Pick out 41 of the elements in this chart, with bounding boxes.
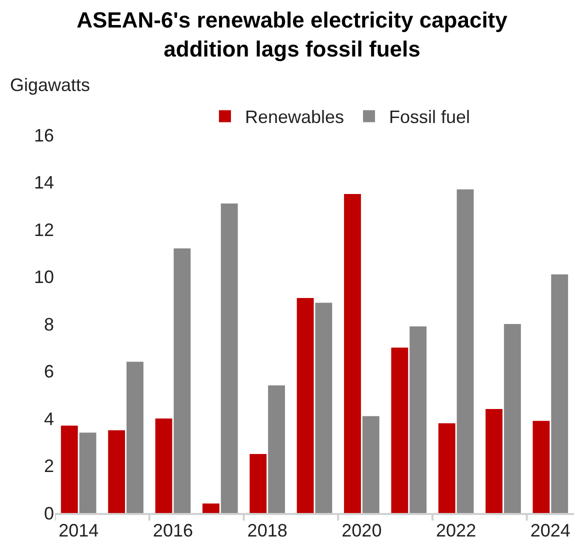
bar <box>344 194 361 513</box>
legend-label: Renewables <box>244 107 344 128</box>
bar <box>486 409 502 513</box>
y-tick-label: 16 <box>34 125 54 146</box>
y-tick-label: 6 <box>44 362 54 382</box>
bar <box>220 204 238 513</box>
y-tick-label: 8 <box>44 314 54 334</box>
y-tick-label: 0 <box>44 503 54 524</box>
bar <box>551 274 568 513</box>
bar <box>202 504 220 513</box>
y-tick-label: 4 <box>44 408 54 429</box>
bar <box>315 302 332 513</box>
bar <box>108 430 126 513</box>
y-tick-label: 10 <box>34 267 54 288</box>
y-tick-label: 14 <box>34 172 54 193</box>
chart-title: ASEAN-6's renewable electricity capacity addition lags fossil fuels <box>76 8 508 62</box>
x-tick-label: 2014 <box>58 520 99 541</box>
y-axis-title: Gigawatts <box>10 75 90 95</box>
bar <box>155 418 172 513</box>
x-tick-label: 2022 <box>436 520 476 541</box>
x-tick-label: 2016 <box>152 520 193 541</box>
bar <box>410 326 427 513</box>
bar <box>532 420 550 513</box>
x-tick-label: 2024 <box>530 520 570 541</box>
bar <box>126 362 144 513</box>
bar <box>60 426 78 513</box>
x-tick-label: 2020 <box>342 520 382 541</box>
legend-label: Fossil fuel <box>389 107 470 128</box>
bar <box>79 432 96 513</box>
bar <box>362 416 380 513</box>
bar <box>268 385 285 513</box>
bar <box>504 324 521 513</box>
bar <box>438 423 456 513</box>
x-tick-label: 2018 <box>247 520 288 541</box>
y-tick-label: 2 <box>44 456 54 476</box>
bar <box>296 298 314 513</box>
y-tick-label: 12 <box>34 220 54 240</box>
bar <box>456 189 474 513</box>
bar <box>174 248 191 513</box>
bar <box>391 348 408 513</box>
bar <box>250 454 267 513</box>
